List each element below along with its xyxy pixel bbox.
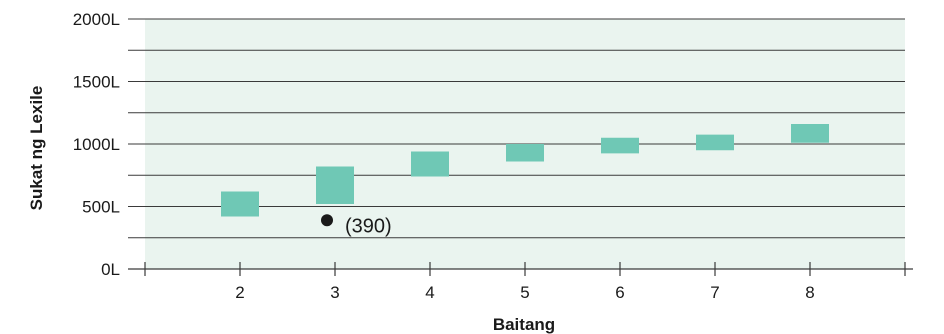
y-tick-label: 500L — [82, 198, 120, 217]
x-tick-label: 2 — [235, 283, 244, 302]
x-tick-label: 3 — [330, 283, 339, 302]
range-bar — [221, 191, 259, 217]
y-tick-label: 0L — [101, 260, 120, 279]
x-tick-label: 5 — [520, 283, 529, 302]
y-axis-title: Sukat ng Lexile — [27, 86, 46, 211]
x-axis-title: Baitang — [493, 315, 555, 334]
y-tick-label: 1000L — [73, 135, 120, 154]
range-bar — [601, 137, 639, 154]
range-bar — [316, 166, 354, 204]
range-bar — [696, 134, 734, 151]
range-bar — [791, 124, 829, 143]
x-tick-label: 7 — [710, 283, 719, 302]
y-tick-label: 1500L — [73, 73, 120, 92]
x-tick-label: 4 — [425, 283, 434, 302]
range-bar — [411, 151, 449, 177]
x-tick-label: 8 — [805, 283, 814, 302]
y-tick-label: 2000L — [73, 10, 120, 29]
data-point — [321, 214, 333, 227]
range-bar — [506, 144, 544, 162]
data-point-label: (390) — [345, 215, 392, 237]
x-tick-label: 6 — [615, 283, 624, 302]
